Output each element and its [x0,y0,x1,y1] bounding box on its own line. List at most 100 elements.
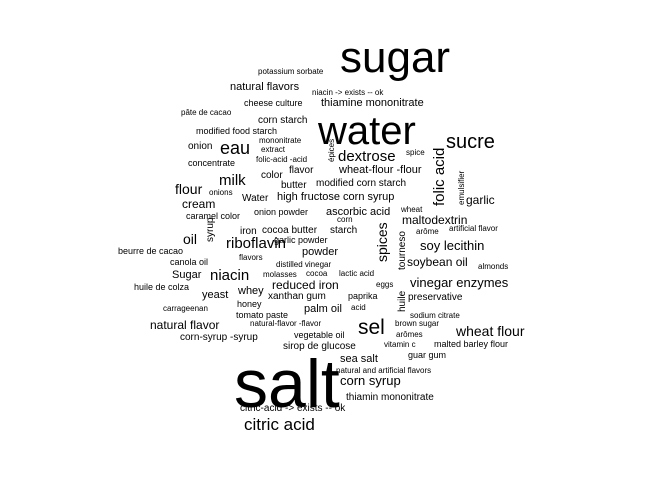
word-color: color [261,170,283,181]
word-folic-acid: folic acid [431,147,448,206]
word-citric-acid-exists-ok: citric-acid -> exists -- ok [240,403,346,414]
word-flour: flour [175,181,203,197]
word-thiamine-mononitrate: thiamine mononitrate [321,97,424,109]
word-butter: butter [281,180,307,191]
word-soybean-oil: soybean oil [407,255,468,269]
word-spice: spice [406,148,425,157]
word-spices: spices [374,222,390,262]
word-vinegar-enzymes: vinegar enzymes [410,275,509,290]
word-natural-flavors: natural flavors [230,81,300,93]
word-cheese-culture: cheese culture [244,98,303,108]
word-modified-corn-starch: modified corn starch [316,178,407,189]
word-vegetable-oil: vegetable oil [294,330,345,340]
word-preservative: preservative [408,292,463,303]
word-water: water [318,109,416,153]
word-caramel-color: caramel color [186,211,241,221]
word-concentrate: concentrate [188,158,236,168]
word-acid: acid [351,303,366,312]
word-thiamin-mononitrate: thiamin mononitrate [346,392,434,403]
word-garlic-powder: garlic powder [274,235,328,245]
word-garlic: garlic [466,193,495,207]
word-flavor: flavor [289,165,314,176]
word-wheat: wheat [401,205,423,214]
word-palm-oil: palm oil [304,303,342,315]
word-sucre: sucre [446,131,495,153]
word-soy-lecithin: soy lecithin [420,238,485,253]
word-sugar: Sugar [172,269,202,281]
word-dextrose: dextrose [338,148,396,165]
word-riboflavin: riboflavin [226,235,287,252]
word-reduced-iron: reduced iron [272,278,339,292]
word-citric-acid: citric acid [244,415,315,434]
word-vitamin-c: vitamin c [384,340,416,349]
word-aromes: arômes [396,330,423,339]
word-niacin: niacin [210,267,250,284]
word-corn-syrup: corn syrup [340,373,401,388]
word-corn: corn [337,215,353,224]
word-malted-barley-flour: malted barley flour [434,339,509,349]
word-corn-starch: corn starch [258,115,308,126]
word-sirop-de-glucose: sirop de glucose [283,341,356,352]
word-natural-and-artificial-flavors: natural and artificial flavors [336,366,432,375]
word-artificial-flavor: artificial flavor [449,224,498,233]
word-huile: huile [397,290,408,312]
word-lactic-acid: lactic acid [339,269,375,278]
word-maltodextrin: maltodextrin [402,213,468,227]
word-huile-de-colza: huile de colza [134,282,190,292]
word-milk: milk [219,172,246,189]
word-niacin-exists-ok: niacin -> exists -- ok [312,88,384,97]
word-onions: onions [209,188,233,197]
word-tomato-paste: tomato paste [236,310,289,320]
word-sel: sel [358,316,385,339]
word-cream: cream [182,197,216,211]
word-distilled-vinegar: distilled vinegar [276,260,332,269]
word-oil: oil [183,231,198,247]
word-yeast: yeast [202,289,229,301]
word-corn-syrup-syrup: corn-syrup -syrup [180,332,258,343]
word-iron: iron [240,226,257,237]
word-xanthan-gum: xanthan gum [268,291,326,302]
word-natural-flavor-flavor: natural-flavor -flavor [250,319,322,328]
word-guar-gum: guar gum [408,350,447,360]
word-flavors: flavors [239,253,263,262]
word-onion: onion [188,141,213,152]
word-starch: starch [330,225,358,236]
word-extract: extract [261,145,286,154]
word-sodium-citrate: sodium citrate [410,311,460,320]
word-onion-powder: onion powder [254,207,309,217]
word-brown-sugar: brown sugar [395,319,440,328]
word-beurre-de-cacao: beurre de cacao [118,246,184,256]
word-high-fructose-corn-syrup: high fructose corn syrup [277,191,395,203]
word-cocoa: cocoa [306,269,328,278]
word-modified-food-starch: modified food starch [196,126,278,136]
word-potassium-sorbate: potassium sorbate [258,67,324,76]
word-carrageenan: carrageenan [163,304,208,313]
word-arome: arôme [416,227,439,236]
word-cocoa-butter: cocoa butter [262,225,318,236]
word-pate-de-cacao: pâte de cacao [181,108,232,117]
word-sea-salt: sea salt [340,353,378,365]
word-wheat-flour-flour: wheat-flour -flour [339,164,422,176]
word-honey: honey [237,299,262,309]
word-whey: whey [238,285,264,297]
word-syrup: syrup [205,217,216,242]
word-wheat-flour: wheat flour [456,323,525,339]
word-paprika: paprika [348,291,378,301]
word-eau: eau [220,138,251,158]
word-mononitrate: mononitrate [259,136,302,145]
word-tourneso: tourneso [397,231,408,270]
word-powder: powder [302,246,339,258]
word-molasses: molasses [263,270,297,279]
word-almonds: almonds [478,262,509,271]
word-natural-flavor: natural flavor [150,318,220,332]
word-water: Water [242,193,269,204]
word-salt: salt [234,346,340,422]
word-canola-oil: canola oil [170,257,209,267]
word-folic-acid-acid: folic-acid -acid [256,155,308,164]
word-sugar: sugar [340,33,451,82]
word-emulsifier: emulsifier [457,170,466,205]
word-epices: épices [327,138,336,162]
word-eggs: eggs [376,280,394,289]
word-ascorbic-acid: ascorbic acid [326,206,391,218]
